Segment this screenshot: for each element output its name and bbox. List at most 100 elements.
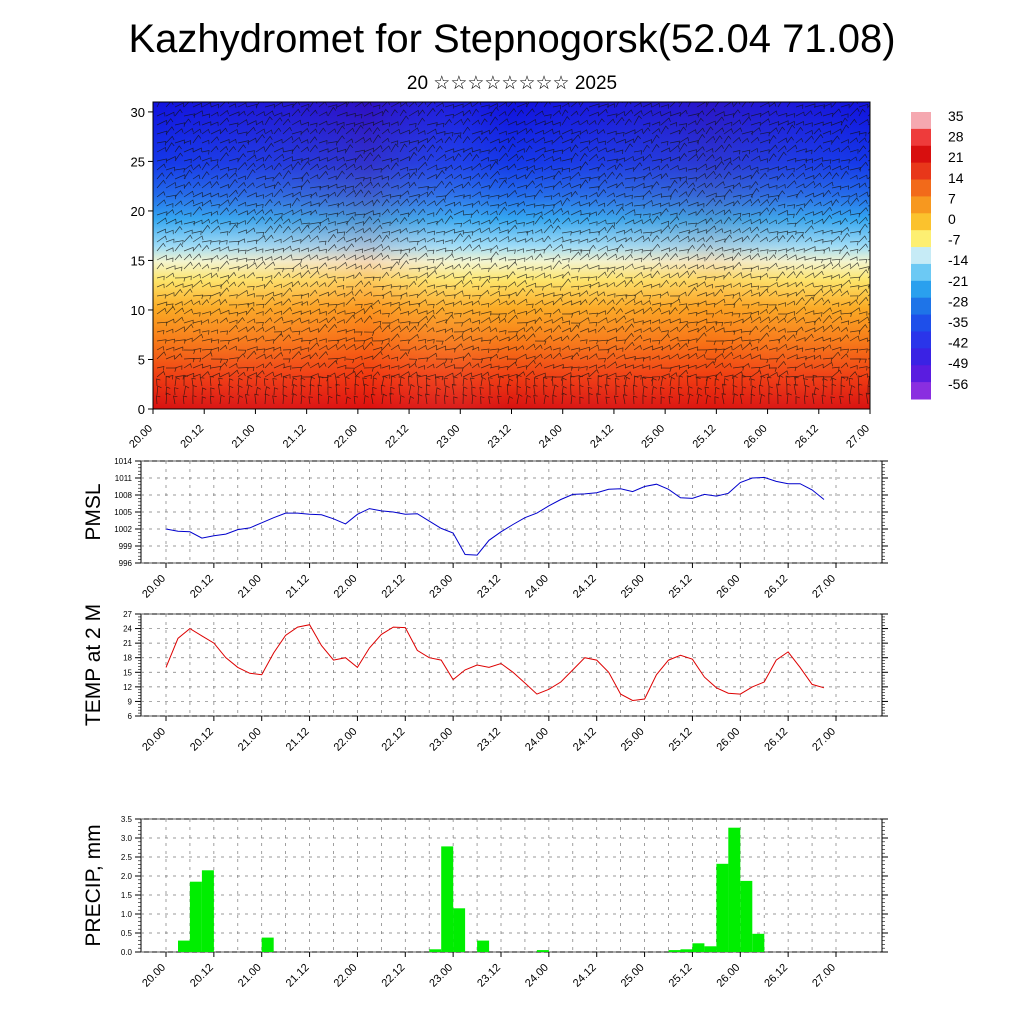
precip-bar [477,940,490,952]
colorbar-segment [911,112,931,130]
colorbar-label: -7 [948,232,961,248]
colorbar-segment [911,297,931,316]
temp-x-tick-label: 24.00 [523,726,551,754]
colorbar-label: -42 [948,335,968,351]
precip-bar [704,946,717,952]
precip-bar [668,950,681,952]
temp-x-tick-label: 26.12 [762,726,790,754]
heatmap-y-tick-label: 30 [131,105,145,120]
heatmap-y-tick-label: 5 [138,352,145,367]
colorbar-segment [911,331,931,349]
heatmap-field-modulation [153,102,870,409]
colorbar-label: 35 [948,108,964,124]
precip-x-tick-label: 20.00 [140,962,168,990]
precip-x-tick-label: 21.00 [236,962,264,990]
colorbar-segment [911,348,931,366]
colorbar-segment [911,196,931,214]
pmsl-series-line [165,476,825,556]
heatmap-x-tick-label: 23.12 [486,423,514,451]
page-subtitle: 20 ☆☆☆☆☆☆☆☆ 2025 [406,73,618,94]
precip-y-tick-label: 3.5 [121,815,133,824]
page-title: Kazhydromet for Stepnogorsk(52.04 71.08) [128,17,896,61]
precip-x-tick-label: 26.00 [714,962,742,990]
pmsl-x-tick-label: 26.00 [714,573,742,601]
precip-y-tick-label: 1.5 [121,891,133,900]
precip-y-tick-label: 1.0 [121,910,133,919]
precip-x-tick-label: 22.00 [332,962,360,990]
precip-bar [680,949,693,952]
precip-y-tick-label: 0.0 [121,948,133,957]
colorbar-segment [911,263,931,282]
temp-x-tick-label: 20.00 [140,726,168,754]
precip-y-axis-label: PRECIP, mm [82,824,105,946]
temp-x-tick-label: 22.12 [379,726,407,754]
colorbar-segment [911,230,931,248]
temp-x-tick-label: 27.00 [810,726,838,754]
temp-x-tick-label: 20.12 [188,726,216,754]
temp-x-tick-label: 26.00 [714,726,742,754]
pmsl-y-tick-label: 1002 [114,525,132,534]
heatmap-x-tick-label: 21.12 [281,423,309,451]
colorbar-segment [911,213,931,231]
precip-x-tick-label: 24.12 [571,962,599,990]
pmsl-x-tick-label: 22.12 [379,573,407,601]
temp-y-tick-label: 21 [123,639,132,648]
precip-frame [140,818,883,953]
colorbar-segment [911,145,931,164]
wind-barbs [156,102,870,405]
colorbar-label: 14 [948,170,964,186]
pmsl-x-tick-label: 24.12 [571,573,599,601]
heatmap-x-tick-label: 20.12 [178,423,206,451]
precip-bar [441,846,454,952]
temp-x-tick-label: 21.12 [284,726,312,754]
pmsl-x-tick-label: 20.12 [188,573,216,601]
precip-grid [141,818,882,953]
temp-y-tick-label: 18 [123,654,132,663]
heatmap-x-tick-label: 24.12 [588,423,616,451]
colorbar-segment [911,179,931,197]
precip-x-tick-label: 27.00 [810,962,838,990]
heatmap-y-tick-label: 0 [138,402,145,417]
colorbar-label: -35 [948,314,968,330]
pmsl-x-tick-label: 24.00 [523,573,551,601]
precip-y-tick-label: 0.5 [121,929,133,938]
heatmap-x-tick-label: 22.12 [383,423,411,451]
temp-x-tick-label: 21.00 [236,726,264,754]
precip-bar [453,908,466,952]
pmsl-x-tick-label: 21.12 [284,573,312,601]
temp-x-tick-label: 25.00 [619,726,647,754]
temp-x-tick-label: 25.12 [667,726,695,754]
temp-x-tick-label: 22.00 [332,726,360,754]
precip-bar [429,949,442,952]
precip-x-tick-label: 23.00 [427,962,455,990]
heatmap-x-tick-label: 22.00 [332,423,360,451]
colorbar-segment [911,247,931,265]
pmsl-y-tick-label: 1008 [114,491,132,500]
precip-x-tick-label: 25.00 [619,962,647,990]
precip-x-tick-label: 25.12 [667,962,695,990]
heatmap-x-tick-label: 24.00 [537,423,565,451]
temp-y-axis-label: TEMP at 2 M [82,604,105,726]
heatmap-y-tick-label: 25 [131,154,145,169]
pmsl-x-tick-label: 25.12 [667,573,695,601]
heatmap-y-tick-label: 10 [131,303,145,318]
pmsl-x-tick-label: 22.00 [332,573,360,601]
temp-frame [140,613,883,717]
heatmap-y-tick-label: 20 [131,204,145,219]
colorbar-label: 28 [948,129,964,145]
heatmap-x-tick-label: 26.00 [742,423,770,451]
heatmap-x-tick-label: 26.12 [793,423,821,451]
colorbar-segment [911,365,931,383]
pmsl-y-tick-label: 1005 [114,508,132,517]
temp-y-tick-label: 15 [123,668,132,677]
precip-bar [189,881,202,952]
precip-bar [201,870,214,952]
heatmap-y-tick-label: 15 [131,253,145,268]
heatmap-x-tick-label: 21.00 [230,423,258,451]
pmsl-x-tick-label: 23.00 [427,573,455,601]
pmsl-y-tick-label: 1011 [115,474,133,483]
heatmap-x-tick-label: 25.00 [639,423,667,451]
precip-bar [178,940,190,952]
temp-y-tick-label: 9 [128,697,133,706]
precip-x-tick-label: 24.00 [523,962,551,990]
